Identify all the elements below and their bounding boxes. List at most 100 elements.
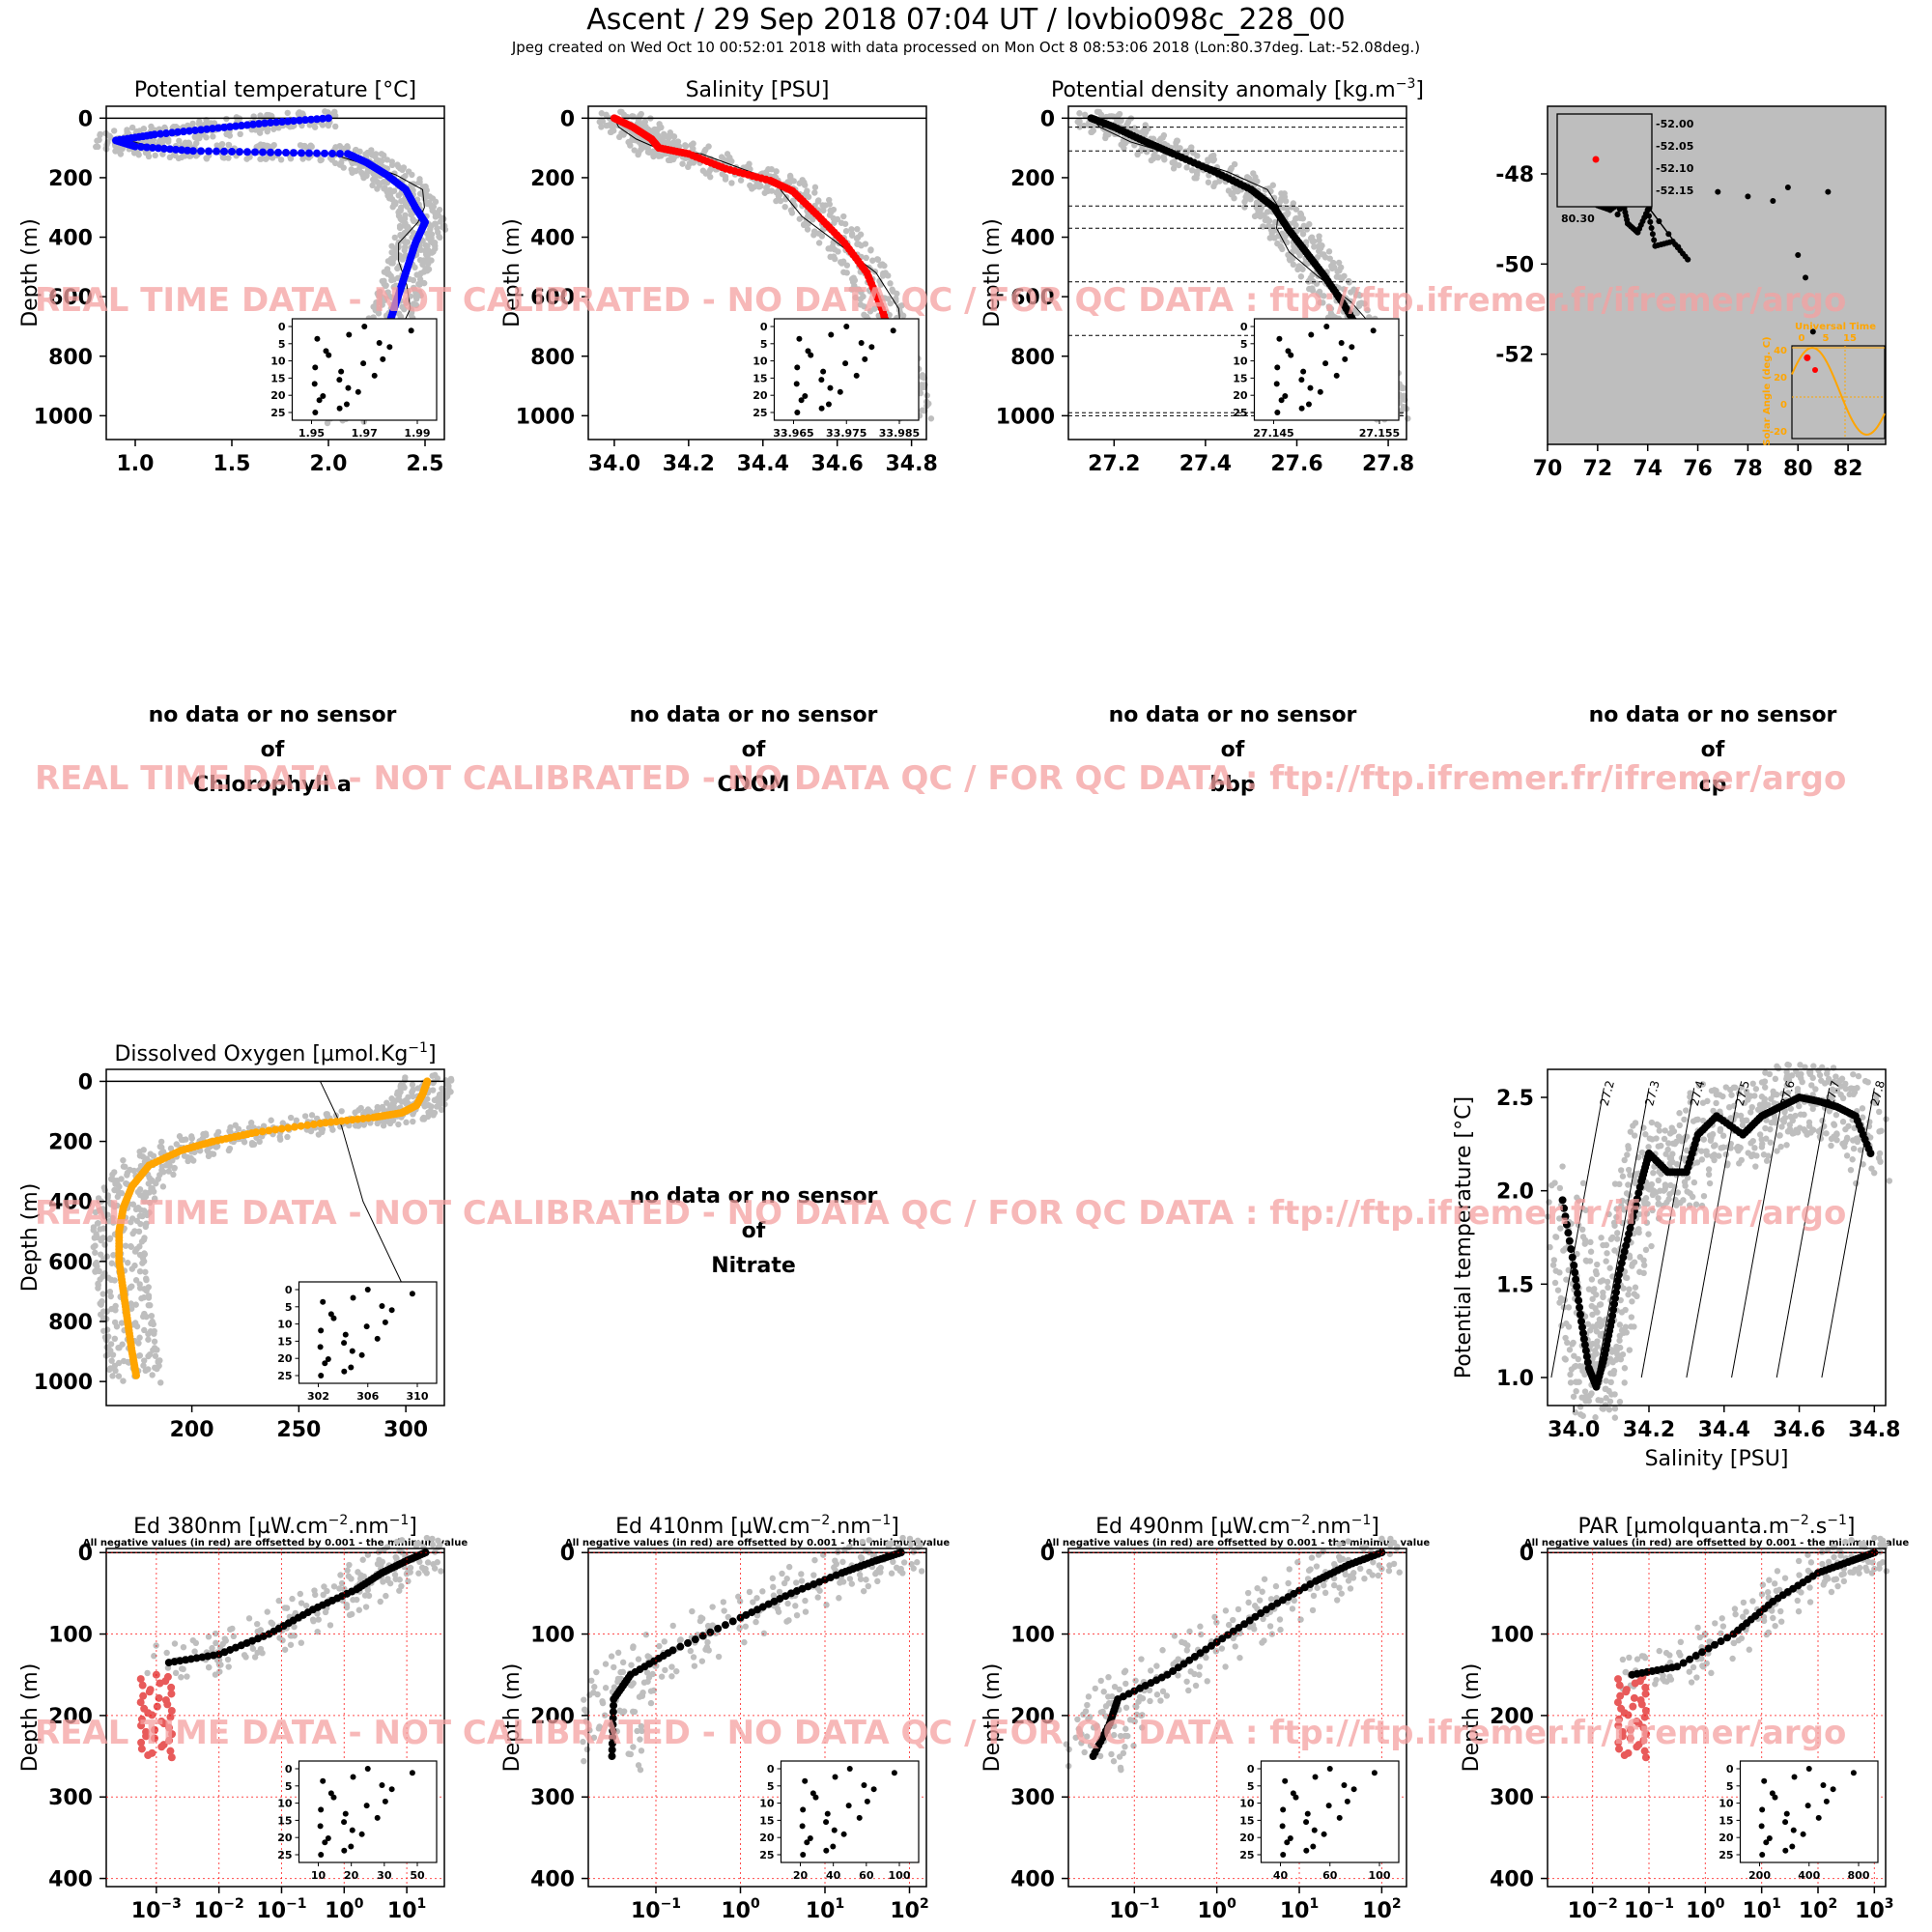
historical-point — [402, 172, 409, 180]
historical-point — [1690, 1179, 1698, 1186]
historical-point — [1673, 1138, 1680, 1146]
panel-dens: Potential density anomaly [kg.m−3]27.2 27… — [980, 76, 1424, 476]
historical-point — [131, 1262, 138, 1269]
profile-point — [249, 120, 257, 128]
historical-point — [1833, 1111, 1840, 1119]
historical-point — [596, 118, 603, 126]
historical-point — [412, 301, 420, 309]
historical-point — [122, 1242, 129, 1249]
historical-point — [128, 1243, 135, 1250]
inset-point — [1288, 352, 1294, 358]
historical-point — [108, 1305, 115, 1313]
historical-point — [1621, 1365, 1629, 1372]
inset-point — [388, 1307, 395, 1314]
historical-point — [618, 108, 625, 116]
x-tick-label: 2.0 — [310, 452, 348, 476]
historical-point — [1777, 1143, 1784, 1151]
title-part: Salinity [PSU] — [686, 78, 830, 102]
historical-point — [1783, 1142, 1790, 1149]
historical-point — [388, 158, 396, 165]
inset-y-tick-label: 15 — [753, 372, 767, 384]
historical-point — [1277, 242, 1284, 250]
historical-point — [148, 1312, 156, 1320]
historical-point — [139, 1313, 147, 1321]
historical-point — [1819, 1117, 1826, 1124]
inset-x-tick-label: 302 — [307, 1390, 329, 1403]
historical-point — [265, 142, 271, 150]
x-tick-label: 80 — [1783, 457, 1813, 481]
x-tick-label: 34.2 — [1623, 1418, 1675, 1442]
historical-point — [277, 156, 285, 163]
historical-point — [642, 123, 649, 130]
historical-point — [1868, 1165, 1875, 1172]
historical-point — [225, 1147, 233, 1154]
historical-point — [705, 168, 713, 176]
x-tick-label: 74 — [1633, 457, 1662, 481]
historical-point — [103, 1253, 111, 1260]
historical-point — [1564, 1339, 1571, 1347]
inset-point — [311, 381, 318, 387]
historical-point — [382, 282, 389, 290]
historical-point — [1262, 216, 1269, 224]
historical-point — [319, 122, 327, 128]
historical-point — [401, 246, 408, 254]
historical-point — [636, 149, 642, 156]
inset-point — [1342, 355, 1349, 362]
profile-point — [282, 149, 290, 157]
inset-y-tick-label: 0 — [1240, 321, 1248, 333]
profile-point — [278, 118, 286, 127]
historical-point — [1642, 1246, 1650, 1254]
y-tick-label: 400 — [48, 227, 93, 251]
historical-point — [185, 1157, 191, 1165]
inset-point — [318, 1373, 325, 1378]
historical-point — [394, 274, 402, 281]
historical-point — [346, 1611, 354, 1619]
historical-point — [318, 156, 325, 163]
inset-y-tick-label: 25 — [753, 407, 767, 419]
y-tick-label: 800 — [1010, 346, 1055, 370]
profile-point — [184, 146, 191, 155]
historical-point — [822, 202, 829, 209]
inset-x-tick-label: 33.985 — [879, 427, 920, 440]
historical-point — [1579, 1179, 1587, 1187]
historical-point — [818, 233, 826, 240]
historical-point — [381, 185, 387, 192]
float-position — [1646, 213, 1652, 219]
inset-y-tick-label: 5 — [278, 338, 286, 351]
inset-point — [342, 1331, 349, 1338]
historical-point — [363, 172, 370, 180]
historical-point — [1597, 1322, 1604, 1330]
profile-point — [156, 129, 164, 138]
historical-point — [355, 1606, 363, 1613]
historical-point — [165, 138, 172, 145]
historical-point — [787, 207, 795, 213]
historical-point — [145, 1284, 152, 1291]
historical-point — [1588, 1390, 1595, 1397]
historical-point — [649, 148, 657, 156]
historical-point — [136, 1251, 144, 1259]
historical-point — [408, 309, 415, 317]
historical-point — [361, 1592, 369, 1599]
historical-point — [1599, 1405, 1605, 1412]
historical-point — [1597, 1301, 1605, 1308]
profile-point — [1577, 1310, 1585, 1319]
historical-point — [136, 1186, 144, 1193]
historical-point — [170, 1171, 177, 1179]
plots-layer: Potential temperature [°C]1.0 1.5 2.0 2.502… — [18, 76, 1909, 1923]
historical-point — [291, 1633, 298, 1639]
historical-point — [205, 1149, 212, 1155]
profile-point — [205, 147, 213, 156]
historical-point — [1624, 1151, 1631, 1158]
historical-point — [402, 212, 409, 219]
inset-y-tick-label: 0 — [278, 321, 286, 333]
inset-point — [316, 397, 323, 404]
historical-point — [410, 229, 417, 237]
inset-point — [320, 393, 327, 400]
historical-point — [1559, 1163, 1566, 1170]
historical-point — [1850, 1145, 1858, 1152]
profile-point — [313, 149, 321, 157]
historical-point — [927, 415, 935, 422]
historical-point — [423, 1534, 431, 1542]
historical-point — [1597, 1317, 1604, 1323]
historical-point — [874, 256, 881, 263]
